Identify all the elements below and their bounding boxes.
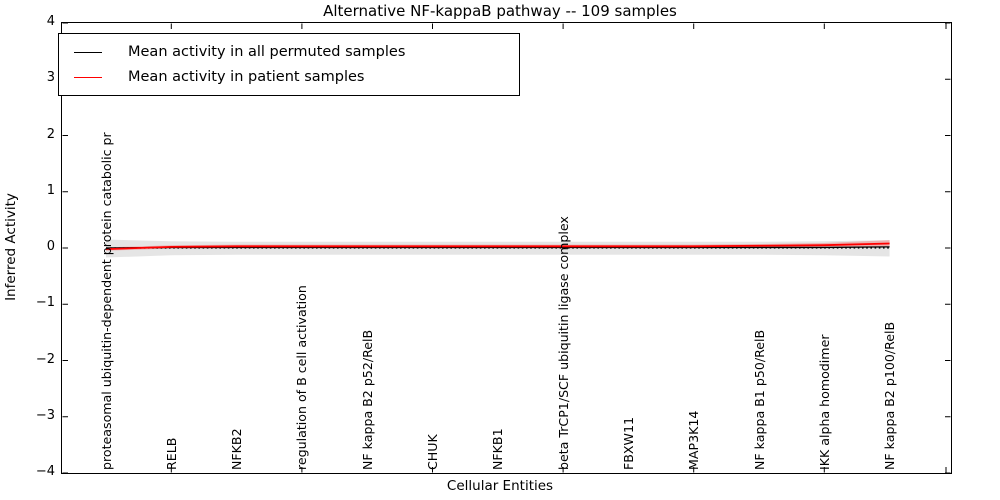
legend-line-patient (74, 76, 102, 78)
y-tick-label: −1 (35, 295, 55, 311)
legend-item: Mean activity in all permuted samples (59, 43, 519, 61)
plot-area: proteasomal ubiquitin-dependent protein … (61, 22, 952, 474)
legend-item-label: Mean activity in all permuted samples (128, 44, 406, 60)
y-tick-label: 4 (46, 14, 55, 29)
y-tick-label: 2 (46, 126, 55, 142)
legend: Mean activity in all permuted samples Mea… (58, 33, 520, 96)
legend-item: Mean activity in patient samples (59, 68, 519, 86)
patient-mean-line (105, 242, 890, 251)
y-tick-label: −3 (35, 407, 55, 423)
permuted-mean-line (105, 246, 890, 249)
y-tick-label: 1 (46, 182, 55, 198)
chart-title: Alternative NF-kappaB pathway -- 109 sam… (323, 2, 677, 20)
x-axis-label: Cellular Entities (446, 478, 554, 494)
plot-canvas (62, 23, 951, 473)
y-tick-label: 0 (46, 239, 55, 254)
y-tick-label: −2 (35, 351, 55, 367)
legend-line-permuted (74, 51, 102, 53)
y-tick-label: −4 (35, 464, 55, 479)
legend-item-label: Mean activity in patient samples (128, 69, 365, 85)
y-tick-label: 3 (46, 70, 55, 86)
